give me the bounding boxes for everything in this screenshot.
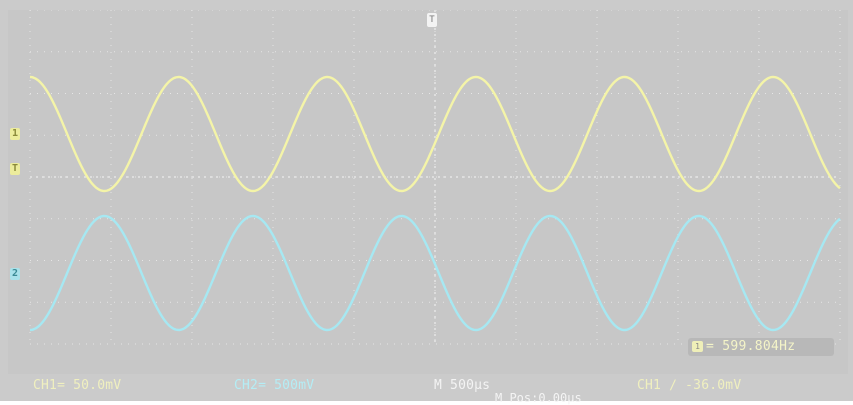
graticule-grid [29, 10, 841, 345]
trigger-position-marker[interactable]: T [427, 13, 437, 27]
ch2-waveform [29, 214, 841, 332]
timebase-readout: M 500µs [434, 378, 491, 393]
ch1-ground-marker[interactable]: 1 [10, 128, 21, 140]
horizontal-position-readout: M Pos:0.00µs [495, 391, 582, 405]
trigger-level-marker[interactable]: T [10, 163, 21, 175]
ch2-scale-readout: CH2= 500mV [234, 378, 315, 393]
waveform-screen [8, 10, 848, 374]
ch1-waveform [29, 75, 841, 193]
frequency-value: = 599.804Hz [706, 339, 796, 354]
ch1-scale-readout: CH1= 50.0mV [33, 378, 122, 393]
frequency-measurement: 1 = 599.804Hz [688, 338, 834, 356]
ch2-ground-marker[interactable]: 2 [10, 268, 21, 280]
channel1-measure-icon: 1 [692, 341, 703, 352]
trigger-readout: CH1 ∕ -36.0mV [637, 378, 742, 393]
